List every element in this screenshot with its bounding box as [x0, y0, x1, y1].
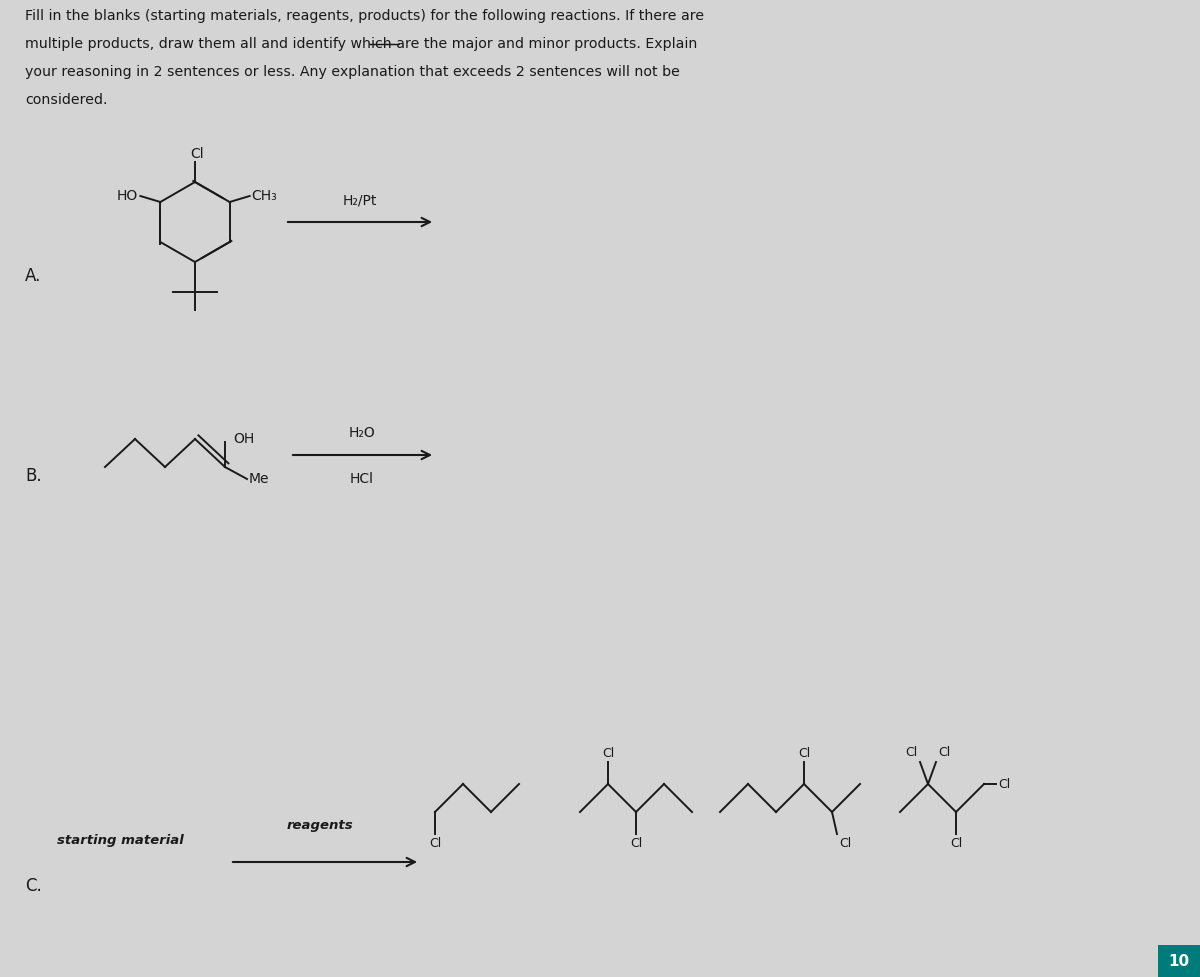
Text: Cl: Cl — [839, 837, 851, 850]
Text: OH: OH — [233, 432, 254, 446]
Text: A.: A. — [25, 267, 41, 285]
FancyBboxPatch shape — [1158, 945, 1200, 977]
Text: multiple products, draw them all and identify which are the major and minor prod: multiple products, draw them all and ide… — [25, 37, 697, 51]
Text: Cl: Cl — [798, 747, 810, 760]
Text: considered.: considered. — [25, 93, 108, 107]
Text: CH₃: CH₃ — [252, 189, 277, 203]
Text: H₂O: H₂O — [349, 426, 376, 440]
Text: HO: HO — [118, 189, 138, 203]
Text: 10: 10 — [1169, 954, 1189, 968]
Text: starting material: starting material — [56, 834, 184, 847]
Text: Cl: Cl — [906, 746, 918, 759]
Text: H₂/Pt: H₂/Pt — [343, 193, 377, 207]
Text: B.: B. — [25, 467, 42, 485]
Text: Cl: Cl — [998, 778, 1010, 790]
Text: Cl: Cl — [602, 747, 614, 760]
Text: your reasoning in 2 sentences or less. Any explanation that exceeds 2 sentences : your reasoning in 2 sentences or less. A… — [25, 65, 680, 79]
Text: C.: C. — [25, 877, 42, 895]
Text: reagents: reagents — [287, 819, 353, 832]
Text: HCl: HCl — [350, 472, 374, 486]
Text: Me: Me — [250, 472, 270, 486]
Text: Cl: Cl — [950, 837, 962, 850]
Text: Cl: Cl — [938, 746, 950, 759]
Text: Cl: Cl — [630, 837, 642, 850]
Text: Fill in the blanks (starting materials, reagents, products) for the following re: Fill in the blanks (starting materials, … — [25, 9, 704, 23]
Text: Cl: Cl — [428, 837, 442, 850]
Text: Cl: Cl — [190, 147, 204, 161]
